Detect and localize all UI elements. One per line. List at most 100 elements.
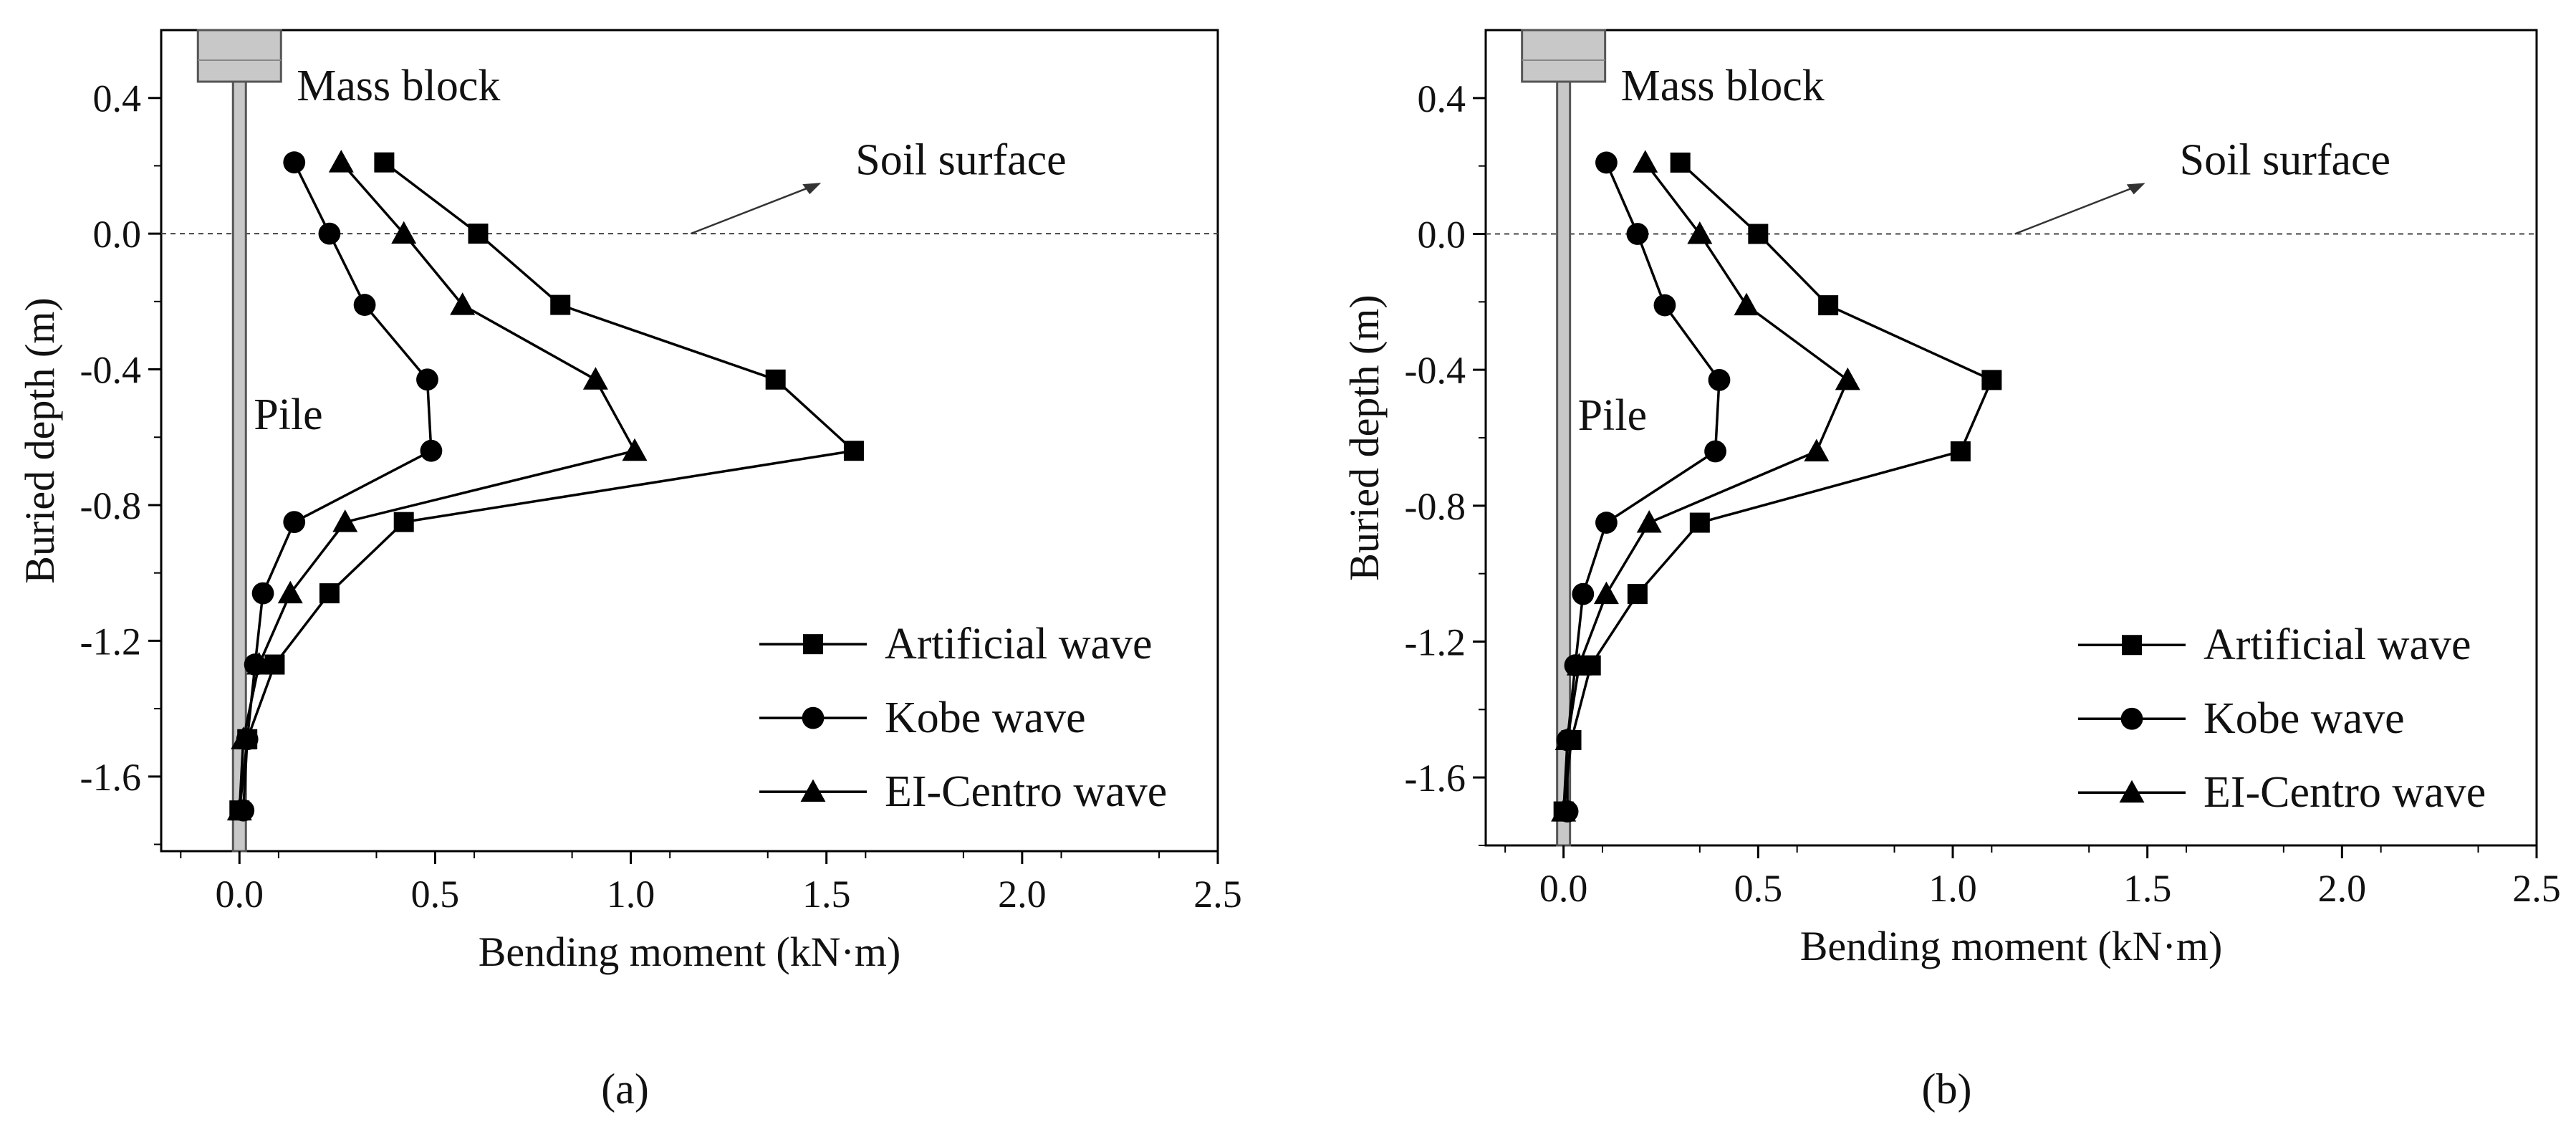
- data-point-triangle: [1593, 581, 1619, 605]
- data-point-triangle: [226, 797, 252, 821]
- x-tick-label: 1.5: [2123, 867, 2172, 910]
- y-tick-label: -1.6: [80, 756, 141, 799]
- legend-marker-triangle: [800, 779, 826, 802]
- panel-label: (b): [1922, 1065, 1972, 1113]
- data-point-triangle: [1551, 799, 1577, 822]
- data-point-square: [1950, 441, 1971, 461]
- y-tick-label: 0.4: [93, 77, 142, 120]
- data-point-triangle: [1687, 221, 1713, 244]
- x-tick-label: 0.0: [216, 873, 264, 916]
- panel-label: (a): [601, 1065, 649, 1113]
- data-point-triangle: [332, 509, 358, 532]
- data-point-triangle: [277, 580, 303, 604]
- series-line-square: [1562, 161, 1994, 812]
- mass-block-label: Mass block: [1621, 62, 1825, 110]
- series-line-circle: [1566, 162, 1721, 812]
- data-point-circle: [1704, 440, 1726, 463]
- plot-frame: [160, 29, 1219, 853]
- legend-label: Artificial wave: [885, 620, 1153, 668]
- series-line-triangle: [238, 161, 637, 811]
- data-point-triangle: [1554, 727, 1580, 751]
- legend-label: EI-Centro wave: [2203, 768, 2486, 817]
- data-point-circle: [1595, 151, 1618, 174]
- data-point-square: [1689, 512, 1710, 533]
- data-point-triangle: [1835, 367, 1860, 390]
- data-point-square: [468, 224, 489, 244]
- legend-label: Kobe wave: [885, 694, 1086, 742]
- legend-marker-circle: [2120, 707, 2143, 730]
- data-point-triangle: [582, 367, 608, 390]
- data-point-circle: [1595, 512, 1618, 534]
- y-tick-label: 0.0: [1418, 214, 1466, 256]
- data-point-square: [1981, 370, 2002, 390]
- x-tick-label: 1.0: [607, 873, 655, 916]
- data-point-triangle: [1804, 438, 1830, 461]
- mass-block-shape: [196, 29, 282, 83]
- data-point-circle: [420, 439, 443, 462]
- soil-surface-arrow: [2014, 185, 2138, 235]
- data-point-circle: [283, 511, 306, 534]
- y-tick-label: -0.4: [1405, 349, 1466, 392]
- soil-surface-arrowhead: [802, 183, 822, 195]
- data-point-circle: [416, 368, 438, 391]
- data-point-circle: [1626, 223, 1649, 245]
- data-point-triangle: [1734, 292, 1759, 316]
- data-point-square: [765, 369, 786, 390]
- y-axis-title: Buried depth (m): [1341, 294, 1388, 580]
- mass-block-shape: [1521, 29, 1607, 83]
- y-tick-label: -1.6: [1405, 757, 1466, 800]
- soil-surface-label: Soil surface: [855, 135, 1066, 184]
- pile-label: Pile: [254, 390, 322, 439]
- data-point-triangle: [622, 438, 648, 461]
- soil-surface-label: Soil surface: [2180, 136, 2390, 185]
- data-point-triangle: [231, 726, 256, 749]
- data-point-square: [393, 512, 414, 532]
- x-tick-label: 2.0: [2318, 867, 2367, 910]
- x-tick-label: 0.5: [411, 873, 460, 916]
- data-point-triangle: [246, 652, 272, 675]
- x-axis-title: Bending moment (kN·m): [479, 929, 901, 975]
- y-tick-label: -0.4: [80, 349, 141, 392]
- data-point-triangle: [1633, 150, 1658, 173]
- y-tick-label: 0.0: [93, 213, 142, 256]
- data-point-square: [319, 583, 340, 604]
- legend-label: Artificial wave: [2203, 620, 2471, 669]
- data-point-circle: [283, 151, 306, 174]
- y-tick-label: -0.8: [1405, 485, 1466, 528]
- data-point-circle: [1708, 368, 1731, 391]
- legend-marker-triangle: [2119, 780, 2145, 803]
- series-line-triangle: [1562, 161, 1850, 812]
- data-point-square: [1748, 224, 1769, 244]
- data-point-triangle: [1566, 653, 1592, 676]
- legend-marker-circle: [802, 706, 825, 729]
- data-point-square: [1670, 152, 1691, 173]
- y-tick-label: -1.2: [1405, 621, 1466, 664]
- data-point-triangle: [1636, 510, 1662, 533]
- x-tick-label: 1.0: [1928, 867, 1977, 910]
- x-tick-label: 1.5: [802, 873, 851, 916]
- soil-surface-arrowhead: [2126, 183, 2145, 195]
- legend-marker-square: [2122, 635, 2142, 656]
- data-point-circle: [318, 222, 341, 245]
- data-point-triangle: [391, 221, 417, 244]
- x-axis-title: Bending moment (kN·m): [1800, 923, 2223, 969]
- soil-surface-arrow: [690, 185, 813, 235]
- y-axis-title: Buried depth (m): [16, 297, 63, 583]
- y-tick-label: -1.2: [80, 620, 141, 663]
- chart-panel-b: 0.0 0.5 1.0 1.5 2.0 2.5 0.4 0.0 -0.4 -0.8 -1.2 -1.6…: [1341, 29, 2561, 1113]
- series-line-circle: [241, 161, 433, 811]
- x-tick-label: 2.5: [2512, 867, 2561, 910]
- legend-label: EI-Centro wave: [885, 767, 1167, 816]
- data-point-square: [550, 294, 571, 315]
- y-tick-label: 0.4: [1418, 77, 1466, 120]
- data-point-circle: [251, 582, 274, 605]
- data-point-square: [1627, 584, 1648, 605]
- data-point-triangle: [328, 150, 354, 173]
- x-tick-label: 0.5: [1734, 867, 1783, 910]
- data-point-circle: [1572, 582, 1595, 605]
- data-point-square: [1818, 295, 1839, 316]
- data-point-circle: [353, 294, 376, 316]
- x-tick-label: 0.0: [1539, 867, 1588, 910]
- pile-label: Pile: [1578, 391, 1647, 440]
- legend-label: Kobe wave: [2203, 694, 2405, 743]
